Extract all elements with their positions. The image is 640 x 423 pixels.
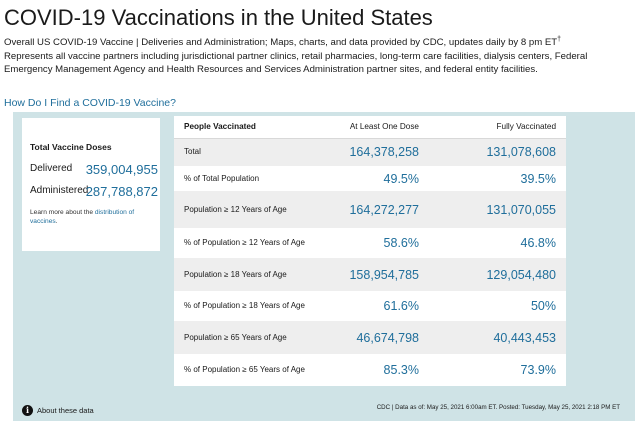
at-least-one-dose-value: 164,378,258 xyxy=(324,138,429,166)
fully-vaccinated-value: 129,054,480 xyxy=(429,258,566,291)
distribution-link[interactable]: distribution of vaccines xyxy=(30,209,135,225)
administered-label: Administered xyxy=(30,185,89,196)
table-row: % of Population ≥ 18 Years of Age 61.6% … xyxy=(174,291,566,321)
fully-vaccinated-value: 39.5% xyxy=(520,171,556,186)
fully-vaccinated-value: 50% xyxy=(530,299,556,313)
at-least-one-dose-value: 158,954,785 xyxy=(324,258,429,291)
administered-value: 287,788,872 xyxy=(85,184,158,199)
header-people-vaccinated: People Vaccinated xyxy=(174,116,324,139)
row-label: Population ≥ 18 Years of Age xyxy=(174,258,324,291)
at-least-one-dose-value: 49.5% xyxy=(383,171,419,186)
fully-vaccinated-value: 46.8% xyxy=(520,236,556,250)
fully-vaccinated-value: 73.9% xyxy=(520,363,556,377)
table-row: Population ≥ 12 Years of Age 164,272,277… xyxy=(174,191,566,228)
row-label: Total xyxy=(174,138,324,166)
intro-line-2: Represents all vaccine partners includin… xyxy=(4,50,588,76)
header-at-least-one-dose: At Least One Dose xyxy=(324,116,429,139)
fully-vaccinated-value: 131,070,055 xyxy=(429,191,566,228)
table-row: Population ≥ 65 Years of Age 46,674,798 … xyxy=(174,321,566,354)
row-label: % of Population ≥ 65 Years of Age xyxy=(184,365,305,374)
page-intro: Overall US COVID-19 Vaccine | Deliveries… xyxy=(4,36,636,77)
people-vaccinated-table: People Vaccinated At Least One Dose Full… xyxy=(174,116,566,386)
fully-vaccinated-value: 40,443,453 xyxy=(429,321,566,354)
distribution-note: Learn more about the distribution of vac… xyxy=(30,208,155,226)
about-these-data-button[interactable]: i About these data xyxy=(22,402,94,420)
table-row: Population ≥ 18 Years of Age 158,954,785… xyxy=(174,258,566,291)
intro-line-1: Overall US COVID-19 Vaccine | Deliveries… xyxy=(4,36,636,50)
row-label: % of Total Population xyxy=(184,173,260,183)
row-label: Population ≥ 65 Years of Age xyxy=(174,321,324,354)
intro-line-1-text: Overall US COVID-19 Vaccine | Deliveries… xyxy=(4,37,558,48)
fully-vaccinated-value: 131,078,608 xyxy=(429,138,566,166)
total-doses-card: Total Vaccine Doses Delivered 359,004,95… xyxy=(22,118,160,251)
about-these-data-label: About these data xyxy=(37,406,94,416)
at-least-one-dose-value: 85.3% xyxy=(383,363,419,377)
table-header-row: People Vaccinated At Least One Dose Full… xyxy=(174,116,566,139)
distribution-note-prefix: Learn more about the xyxy=(30,209,95,216)
table-row: % of Population ≥ 12 Years of Age 58.6% … xyxy=(174,228,566,258)
table-row: % of Total Population 49.5% 39.5% xyxy=(174,166,566,191)
dagger-footnote-mark[interactable]: † xyxy=(557,36,562,43)
data-source-timestamp: CDC | Data as of: May 25, 2021 6:00am ET… xyxy=(376,404,620,411)
distribution-note-suffix: . xyxy=(55,218,58,225)
table-row: Total 164,378,258 131,078,608 xyxy=(174,138,566,166)
at-least-one-dose-value: 61.6% xyxy=(383,299,419,313)
page-title: COVID-19 Vaccinations in the United Stat… xyxy=(4,5,433,30)
at-least-one-dose-value: 164,272,277 xyxy=(324,191,429,228)
info-icon: i xyxy=(22,405,33,417)
row-label: % of Population ≥ 12 Years of Age xyxy=(184,238,305,247)
delivered-value: 359,004,955 xyxy=(85,162,158,177)
find-vaccine-link[interactable]: How Do I Find a COVID-19 Vaccine? xyxy=(4,97,176,109)
row-label: % of Population ≥ 18 Years of Age xyxy=(184,301,305,310)
table-row: % of Population ≥ 65 Years of Age 85.3% … xyxy=(174,354,566,386)
delivered-label: Delivered xyxy=(30,163,73,174)
at-least-one-dose-value: 58.6% xyxy=(383,236,419,250)
header-fully-vaccinated: Fully Vaccinated xyxy=(429,116,566,139)
at-least-one-dose-value: 46,674,798 xyxy=(324,321,429,354)
total-doses-title: Total Vaccine Doses xyxy=(30,142,112,152)
row-label: Population ≥ 12 Years of Age xyxy=(174,191,324,228)
